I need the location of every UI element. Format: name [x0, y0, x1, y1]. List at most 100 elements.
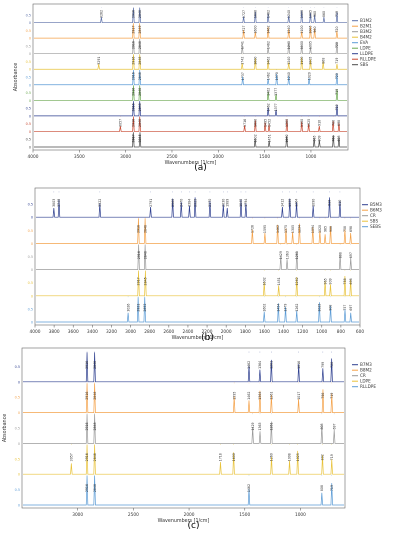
- spectrum-line-rlldpe: [34, 116, 347, 132]
- peak-label: 2917: [132, 25, 136, 33]
- peak-label: 1726: [251, 225, 255, 233]
- y-tick-label: 0.5: [26, 13, 31, 17]
- peak-label: 1462: [247, 361, 251, 369]
- y-tick-label: 0.5: [15, 457, 20, 461]
- peak-label: 1370: [275, 72, 279, 80]
- x-tick-label: 1800: [240, 329, 251, 335]
- spectrum-line-b7m3: [23, 352, 344, 383]
- peak-label: 2848: [138, 103, 142, 111]
- peak-label: 1335: [288, 199, 292, 207]
- peak-label: 1602: [262, 277, 266, 285]
- x-tick-label: 4000: [28, 154, 39, 160]
- peak-label: 1602: [262, 304, 266, 312]
- x-tick-label: 800: [337, 329, 345, 335]
- spectrum-line-cr: [23, 414, 344, 444]
- peak-label: 3026: [126, 304, 130, 312]
- peak-label: 1261: [270, 422, 274, 430]
- peak-label: 1016: [297, 361, 301, 369]
- peak-label: 2916: [85, 453, 89, 461]
- y-tick-label: 0: [31, 268, 33, 272]
- peak-label: 1429: [251, 422, 255, 430]
- peak-label: 2916: [132, 119, 136, 127]
- peak-label: 1495: [263, 119, 267, 127]
- legend-entry: LLDPE: [360, 51, 373, 56]
- x-tick-label: 2500: [167, 154, 178, 160]
- peak-label: 2848: [138, 10, 142, 18]
- peak-label: 860: [322, 11, 326, 17]
- peak-label: 1595: [232, 392, 236, 400]
- peak-label: 1845: [239, 199, 243, 207]
- peak-label: 1364: [258, 392, 262, 400]
- peak-label: 2848: [138, 41, 142, 49]
- y-tick-label: 0: [31, 294, 33, 298]
- y-tick-label: 0.5: [28, 307, 33, 311]
- spectrum-line-sebs: [36, 297, 359, 323]
- peak-label: 3057: [119, 119, 123, 127]
- peak-label: 2030: [222, 199, 226, 207]
- legend-entry: B4M2: [360, 35, 372, 40]
- panel-label: (c): [188, 521, 200, 531]
- peak-label: 1260: [285, 119, 289, 127]
- peak-label: 2916: [132, 41, 136, 49]
- peak-label: 1462: [266, 25, 270, 33]
- peak-label: 720: [335, 73, 339, 79]
- peak-label: 2848: [93, 453, 97, 461]
- y-tick-label: 0.5: [15, 488, 20, 492]
- x-tick-label: 3200: [106, 329, 117, 335]
- x-axis-label: Wavenumbers [1/cm]: [165, 160, 217, 166]
- peak-label: 965: [323, 278, 327, 284]
- peak-label: 919: [328, 200, 332, 206]
- peak-label: 1261: [270, 392, 274, 400]
- panel-label: (b): [201, 333, 214, 343]
- legend-entry: RLLDPE: [360, 384, 376, 389]
- peak-label: 1090: [311, 199, 315, 207]
- peak-label: 2848: [138, 57, 142, 65]
- peak-label: 2917: [132, 134, 136, 142]
- peak-label: 802: [321, 454, 325, 460]
- x-tick-label: 3000: [125, 329, 136, 335]
- peak-label: 2916: [132, 57, 136, 65]
- peak-label: 909: [329, 278, 333, 284]
- peak-label: 1377: [274, 88, 278, 96]
- y-tick-label: 0: [29, 37, 31, 41]
- peak-label: 2848: [138, 119, 142, 127]
- peak-label: 2384: [188, 199, 192, 207]
- peak-label: 2916: [137, 251, 141, 259]
- y-tick-label: 0.5: [26, 60, 31, 64]
- peak-label: 960: [313, 27, 317, 33]
- peak-label: 1005: [309, 25, 313, 33]
- peak-label: 758: [343, 226, 347, 232]
- plot-frame: [32, 3, 349, 151]
- y-tick-label: 0.5: [26, 91, 31, 95]
- peak-label: 1364: [258, 361, 262, 369]
- x-tick-label: 1500: [239, 512, 250, 518]
- y-tick-label: 0.5: [28, 203, 33, 207]
- peak-label: 3803: [52, 199, 56, 207]
- peak-label: 720: [335, 27, 339, 33]
- legend-entry: SBS: [360, 62, 368, 67]
- peak-label: 2170: [208, 199, 212, 207]
- peak-label: 1005: [309, 10, 313, 18]
- y-tick-label: 0.5: [15, 427, 20, 431]
- chart-panel-3: 3000 2500 2000 1500 1000 Wavenumbers [1/cm] Ab…: [2, 347, 376, 531]
- plot-frame: [21, 347, 346, 509]
- legend-entry: B7M3: [360, 362, 372, 367]
- peak-label: 1716: [243, 119, 247, 127]
- y-tick-label: 0: [31, 242, 33, 246]
- peak-label: 808: [338, 252, 342, 258]
- y-tick-label: 0: [29, 83, 31, 87]
- peak-label: 719: [330, 485, 334, 491]
- peak-label: 1262: [295, 277, 299, 285]
- x-tick-label: 3800: [49, 329, 60, 335]
- plot-frame: [34, 187, 361, 326]
- peak-label: 908: [329, 305, 333, 311]
- legend-entry: LDPE: [360, 379, 371, 384]
- peak-label: 2325: [193, 199, 197, 207]
- legend-entry: CR: [360, 373, 366, 378]
- legend-entry: B6M3: [370, 208, 382, 213]
- spectrum-line-b4m2: [34, 54, 347, 70]
- x-tick-label: 1600: [259, 329, 270, 335]
- y-tick-label: 0.5: [15, 396, 20, 400]
- peak-label: 1100: [300, 41, 304, 49]
